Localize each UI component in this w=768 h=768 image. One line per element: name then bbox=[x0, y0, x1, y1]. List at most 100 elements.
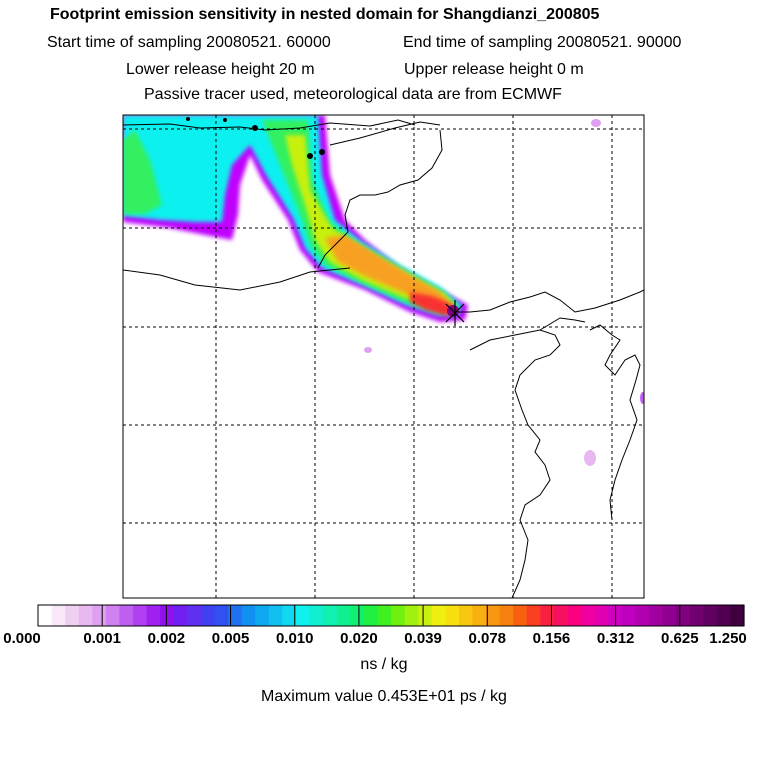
color-cell bbox=[635, 605, 650, 626]
color-cell bbox=[309, 605, 324, 626]
color-cell bbox=[676, 605, 691, 626]
island-4 bbox=[307, 153, 313, 159]
color-cell bbox=[716, 605, 732, 626]
color-cell bbox=[295, 605, 311, 626]
color-cell bbox=[472, 605, 487, 626]
color-cell bbox=[350, 605, 365, 626]
island-5 bbox=[319, 149, 325, 155]
color-cell bbox=[214, 605, 229, 626]
island-2 bbox=[223, 118, 227, 122]
color-cell bbox=[594, 605, 609, 626]
plume-layer bbox=[123, 115, 644, 466]
color-cell bbox=[160, 605, 175, 626]
lower-height-label: Lower release height 20 m bbox=[126, 61, 315, 78]
color-cell bbox=[499, 605, 514, 626]
map-frame bbox=[122, 114, 645, 599]
plume-green bbox=[123, 130, 162, 214]
color-cell bbox=[363, 605, 379, 626]
color-scale-tick-label: 0.625 bbox=[661, 630, 699, 647]
color-cell bbox=[513, 605, 528, 626]
color-cell bbox=[445, 605, 460, 626]
color-cell bbox=[336, 605, 351, 626]
plume-green-2 bbox=[262, 120, 458, 312]
color-cell bbox=[567, 605, 582, 626]
color-scale-tick-label: 0.010 bbox=[275, 630, 314, 647]
end-time-label: End time of sampling 20080521. 90000 bbox=[403, 34, 682, 51]
color-cell bbox=[38, 605, 53, 626]
color-cell bbox=[689, 605, 704, 626]
color-cell bbox=[431, 605, 446, 626]
color-cell bbox=[730, 605, 745, 626]
color-cell bbox=[553, 605, 569, 626]
color-cell bbox=[228, 605, 243, 626]
color-cell bbox=[323, 605, 338, 626]
color-cell bbox=[187, 605, 202, 626]
color-scale-tick-label: 0.078 bbox=[468, 630, 507, 647]
color-scale-tick-label: 0.020 bbox=[340, 630, 378, 647]
upper-height-label: Upper release height 0 m bbox=[404, 61, 584, 78]
color-cell bbox=[133, 605, 148, 626]
gridlines bbox=[123, 115, 644, 598]
color-scale-tick-label: 0.001 bbox=[83, 630, 121, 647]
color-cell bbox=[119, 605, 134, 626]
coast-8 bbox=[539, 317, 586, 331]
color-scale-tick-label: 0.039 bbox=[404, 630, 442, 647]
color-scale-separators bbox=[101, 605, 681, 626]
islands bbox=[186, 117, 325, 159]
color-cell bbox=[377, 605, 392, 626]
color-scale-tick-label: 0.312 bbox=[596, 630, 635, 647]
color-scale-tick-label: 0.000 bbox=[3, 630, 41, 647]
color-scale-tick-label: 0.002 bbox=[147, 630, 186, 647]
title-text: Footprint emission sensitivity in nested… bbox=[50, 6, 600, 23]
color-cell bbox=[404, 605, 419, 626]
color-scale-tick-label: 1.250 bbox=[709, 630, 747, 647]
plume-orange bbox=[325, 235, 452, 306]
color-cell bbox=[78, 605, 93, 626]
color-cell bbox=[200, 605, 216, 626]
color-cell bbox=[255, 605, 270, 626]
start-time-label: Start time of sampling 20080521. 60000 bbox=[47, 34, 331, 51]
color-cell bbox=[581, 605, 596, 626]
coast-1 bbox=[123, 119, 416, 131]
color-cell bbox=[51, 605, 66, 626]
color-cell bbox=[268, 605, 283, 626]
coast-2 bbox=[329, 121, 441, 146]
color-cell bbox=[282, 605, 297, 626]
color-cell bbox=[241, 605, 256, 626]
color-cell bbox=[540, 605, 555, 626]
color-cell bbox=[662, 605, 677, 626]
spot-3 bbox=[584, 450, 596, 466]
color-cell bbox=[65, 605, 80, 626]
tracer-note-text: Passive tracer used, meteorological data… bbox=[144, 86, 562, 103]
color-cell bbox=[458, 605, 474, 626]
color-scale-tick-label: 0.156 bbox=[532, 630, 571, 647]
island-1 bbox=[186, 117, 190, 121]
color-cell bbox=[703, 605, 718, 626]
color-scale-cells bbox=[38, 605, 745, 626]
spot-2 bbox=[364, 347, 372, 353]
color-scale bbox=[37, 604, 745, 627]
receptor-x-cross-icon bbox=[445, 300, 465, 326]
color-cell bbox=[146, 605, 161, 626]
coast-5 bbox=[458, 289, 644, 313]
color-cell bbox=[648, 605, 664, 626]
color-cell bbox=[621, 605, 636, 626]
spot-1 bbox=[591, 119, 601, 127]
color-cell bbox=[92, 605, 107, 626]
footprint-map bbox=[122, 114, 645, 599]
coast-4 bbox=[123, 267, 351, 291]
color-cell bbox=[391, 605, 406, 626]
color-cell bbox=[486, 605, 501, 626]
color-scale-unit: ns / kg bbox=[360, 656, 408, 673]
color-scale-tick-label: 0.005 bbox=[211, 630, 250, 647]
maximum-value: Maximum value 0.453E+01 ps / kg bbox=[261, 688, 507, 705]
color-cell bbox=[418, 605, 433, 626]
coast-7 bbox=[589, 324, 641, 521]
plume-red bbox=[410, 292, 458, 316]
color-cell bbox=[105, 605, 121, 626]
color-cell bbox=[173, 605, 188, 626]
color-cell bbox=[526, 605, 541, 626]
color-scale-frame bbox=[37, 604, 745, 627]
spot-4 bbox=[640, 392, 644, 404]
coast-3 bbox=[317, 129, 443, 269]
